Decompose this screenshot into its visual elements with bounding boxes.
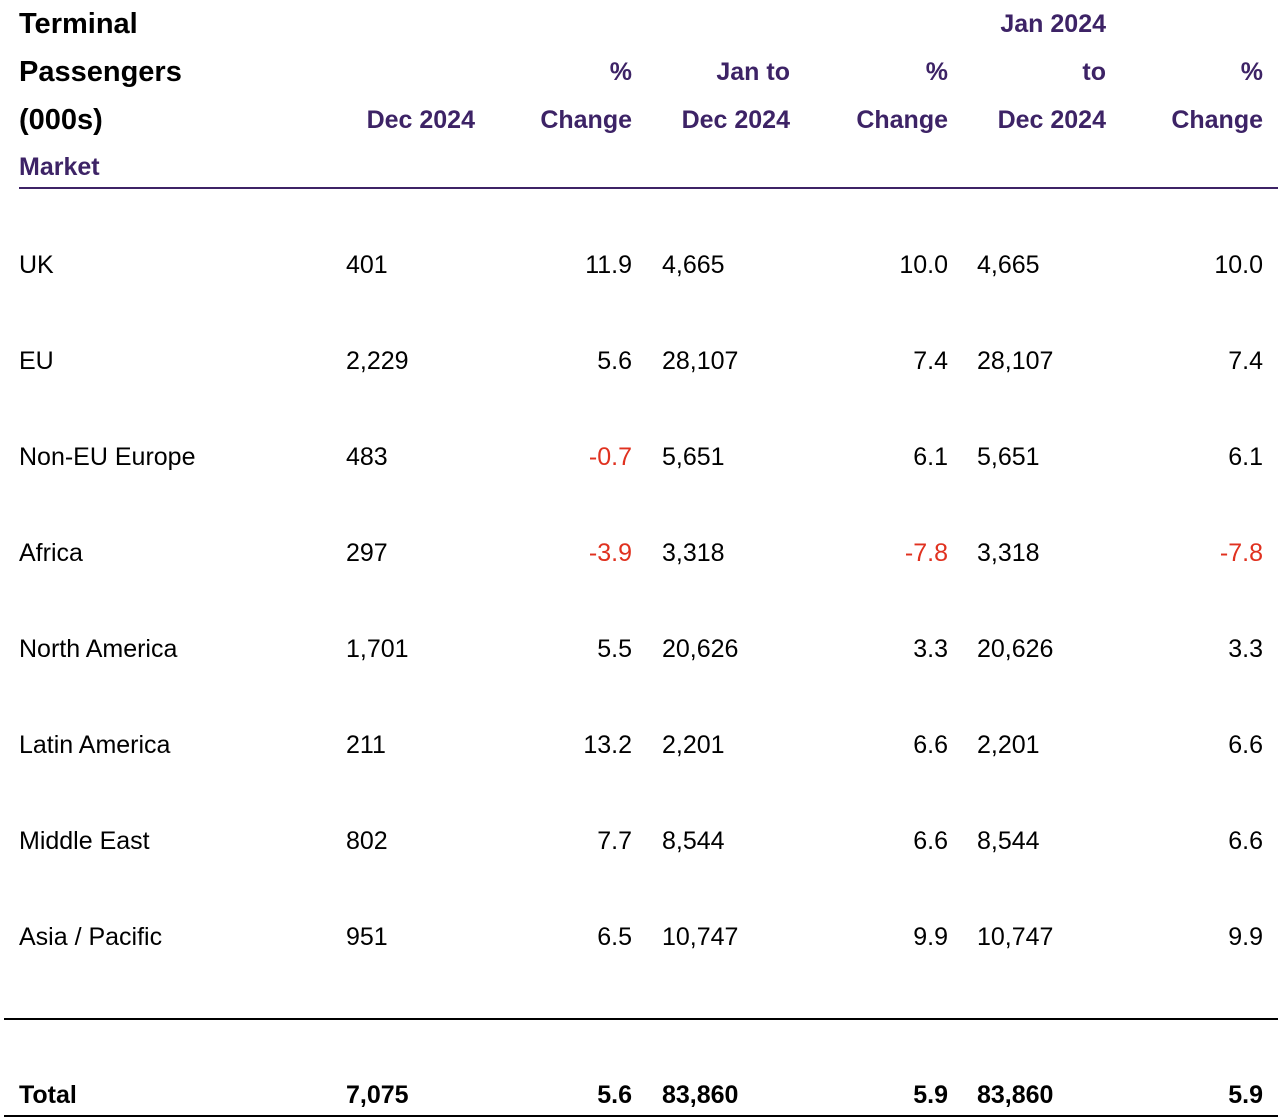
pct-change-cell: 6.5 bbox=[597, 923, 632, 951]
pct-change-cell: 6.6 bbox=[1228, 827, 1263, 855]
title-line: (000s) bbox=[19, 104, 103, 136]
total-jan-dec-value: 83,860 bbox=[662, 1081, 739, 1109]
jan-dec-value-cell: 3,318 bbox=[977, 539, 1040, 567]
pct-change-cell: 3.3 bbox=[1228, 635, 1263, 663]
pct-change-cell: 9.9 bbox=[1228, 923, 1263, 951]
table-row: Non-EU Europe 483 -0.7 5,651 6.1 5,651 6… bbox=[0, 437, 1286, 477]
table-row: Middle East 802 7.7 8,544 6.6 8,544 6.6 bbox=[0, 821, 1286, 861]
header-line: Change bbox=[856, 106, 948, 134]
table-row: UK 401 11.9 4,665 10.0 4,665 10.0 bbox=[0, 245, 1286, 285]
pct-change-cell: 11.9 bbox=[585, 251, 632, 279]
dec-value-cell: 401 bbox=[346, 251, 388, 279]
header-pct-change-1: % Change bbox=[540, 48, 632, 144]
pct-change-cell: -7.8 bbox=[1219, 539, 1263, 567]
dec-value-cell: 297 bbox=[346, 539, 388, 567]
table-row: Africa 297 -3.9 3,318 -7.8 3,318 -7.8 bbox=[0, 533, 1286, 573]
header-line: Dec 2024 bbox=[366, 106, 475, 134]
table-row: Asia / Pacific 951 6.5 10,747 9.9 10,747… bbox=[0, 917, 1286, 957]
table-title: Terminal Passengers (000s) bbox=[19, 0, 259, 144]
pct-change-cell: -3.9 bbox=[588, 539, 632, 567]
jan-dec-value-cell: 5,651 bbox=[662, 443, 725, 471]
market-column-header: Market bbox=[19, 153, 100, 181]
market-cell: Latin America bbox=[19, 731, 171, 759]
total-row: Total 7,075 5.6 83,860 5.9 83,860 5.9 bbox=[0, 1075, 1286, 1115]
jan-dec-value-cell: 4,665 bbox=[977, 251, 1040, 279]
pct-change-cell: 6.1 bbox=[913, 443, 948, 471]
market-cell: Asia / Pacific bbox=[19, 923, 163, 951]
dec-value-cell: 802 bbox=[346, 827, 388, 855]
header-divider bbox=[19, 187, 1278, 189]
dec-value-cell: 951 bbox=[346, 923, 388, 951]
header-line: to bbox=[1082, 58, 1106, 86]
total-divider-bottom bbox=[4, 1115, 1278, 1117]
total-dec-value: 7,075 bbox=[346, 1081, 409, 1109]
header-line: % bbox=[1240, 58, 1263, 86]
header-jan-2024-to-dec-2024: Jan 2024 to Dec 2024 bbox=[998, 0, 1106, 144]
market-cell: Middle East bbox=[19, 827, 150, 855]
pct-change-cell: 7.4 bbox=[913, 347, 948, 375]
pct-change-cell: 10.0 bbox=[899, 251, 948, 279]
pct-change-cell: 13.2 bbox=[583, 731, 632, 759]
jan-dec-value-cell: 2,201 bbox=[977, 731, 1040, 759]
jan-dec-value-cell: 8,544 bbox=[662, 827, 725, 855]
market-cell: UK bbox=[19, 251, 54, 279]
total-label: Total bbox=[19, 1081, 77, 1109]
market-cell: North America bbox=[19, 635, 178, 663]
market-cell: EU bbox=[19, 347, 54, 375]
market-cell: Africa bbox=[19, 539, 83, 567]
dec-value-cell: 2,229 bbox=[346, 347, 409, 375]
pct-change-cell: 5.6 bbox=[597, 347, 632, 375]
dec-value-cell: 483 bbox=[346, 443, 388, 471]
table-row: EU 2,229 5.6 28,107 7.4 28,107 7.4 bbox=[0, 341, 1286, 381]
jan-dec-value-cell: 10,747 bbox=[977, 923, 1054, 951]
header-line: % bbox=[609, 58, 632, 86]
table-row: Latin America 211 13.2 2,201 6.6 2,201 6… bbox=[0, 725, 1286, 765]
header-line: Jan to bbox=[716, 58, 790, 86]
pct-change-cell: 6.1 bbox=[1228, 443, 1263, 471]
total-pct-change: 5.9 bbox=[913, 1081, 948, 1109]
header-pct-change-3: % Change bbox=[1171, 48, 1263, 144]
pct-change-cell: -0.7 bbox=[588, 443, 632, 471]
pct-change-cell: 9.9 bbox=[913, 923, 948, 951]
jan-dec-value-cell: 5,651 bbox=[977, 443, 1040, 471]
jan-dec-value-cell: 10,747 bbox=[662, 923, 739, 951]
header-line: % bbox=[925, 58, 948, 86]
jan-dec-value-cell: 20,626 bbox=[662, 635, 739, 663]
header-pct-change-2: % Change bbox=[856, 48, 948, 144]
pct-change-cell: 10.0 bbox=[1214, 251, 1263, 279]
pct-change-cell: 3.3 bbox=[913, 635, 948, 663]
total-jan-dec-value: 83,860 bbox=[977, 1081, 1054, 1109]
jan-dec-value-cell: 2,201 bbox=[662, 731, 725, 759]
table-row: North America 1,701 5.5 20,626 3.3 20,62… bbox=[0, 629, 1286, 669]
market-cell: Non-EU Europe bbox=[19, 443, 196, 471]
pct-change-cell: 6.6 bbox=[913, 827, 948, 855]
header-line: Dec 2024 bbox=[681, 106, 790, 134]
header-line: Change bbox=[1171, 106, 1263, 134]
pct-change-cell: 7.4 bbox=[1228, 347, 1263, 375]
pct-change-cell: 7.7 bbox=[597, 827, 632, 855]
jan-dec-value-cell: 3,318 bbox=[662, 539, 725, 567]
title-line: Passengers bbox=[19, 56, 182, 88]
pct-change-cell: 5.5 bbox=[597, 635, 632, 663]
jan-dec-value-cell: 28,107 bbox=[662, 347, 739, 375]
pct-change-cell: -7.8 bbox=[904, 539, 948, 567]
header-line: Jan 2024 bbox=[1000, 10, 1106, 38]
pct-change-cell: 6.6 bbox=[1228, 731, 1263, 759]
total-divider-top bbox=[4, 1018, 1278, 1020]
header-dec-2024: Dec 2024 bbox=[367, 96, 475, 144]
pct-change-cell: 6.6 bbox=[913, 731, 948, 759]
header-line: Change bbox=[540, 106, 632, 134]
title-line: Terminal bbox=[19, 8, 138, 40]
jan-dec-value-cell: 20,626 bbox=[977, 635, 1054, 663]
jan-dec-value-cell: 8,544 bbox=[977, 827, 1040, 855]
header-line: Dec 2024 bbox=[997, 106, 1106, 134]
header-jan-to-dec-2024: Jan to Dec 2024 bbox=[682, 48, 790, 144]
total-pct-change: 5.6 bbox=[597, 1081, 632, 1109]
jan-dec-value-cell: 28,107 bbox=[977, 347, 1054, 375]
jan-dec-value-cell: 4,665 bbox=[662, 251, 725, 279]
dec-value-cell: 211 bbox=[346, 731, 386, 759]
total-pct-change: 5.9 bbox=[1228, 1081, 1263, 1109]
dec-value-cell: 1,701 bbox=[346, 635, 409, 663]
